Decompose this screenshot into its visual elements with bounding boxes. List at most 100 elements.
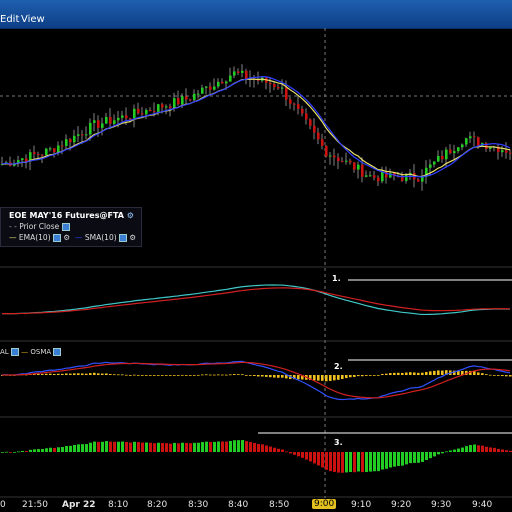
hist3-bar	[301, 452, 304, 458]
osma-bar	[61, 373, 64, 375]
osma-bar	[413, 372, 416, 375]
osma-bar	[429, 371, 432, 375]
checkbox-icon	[53, 348, 62, 356]
hist3-bar	[225, 441, 228, 452]
osma-bar	[145, 375, 148, 376]
panel-label-2: 2.	[334, 362, 343, 371]
x-tick: 9:20	[391, 500, 412, 510]
hist3-bar	[233, 440, 236, 452]
hist3-bar	[149, 442, 152, 452]
hist3-bar	[389, 452, 392, 468]
menu-bar: Edit View	[0, 0, 512, 29]
checkbox-icon	[61, 223, 70, 231]
hist3-bar	[361, 452, 364, 473]
x-tick-current: 9:00	[312, 499, 337, 509]
hist3-bar	[173, 442, 176, 452]
osma-bar	[357, 375, 360, 377]
candle	[169, 106, 172, 109]
candle	[501, 150, 504, 153]
candle	[53, 148, 56, 153]
osma-bar	[341, 375, 344, 380]
legend-sma[interactable]: — SMA(10) ⚙	[75, 233, 137, 242]
osma-bar	[441, 370, 444, 375]
hist3-bar	[137, 442, 140, 452]
hist3-bar	[189, 443, 192, 452]
candle	[297, 104, 300, 109]
candle	[197, 93, 200, 95]
osma-bar	[377, 374, 380, 376]
hist3-bar	[477, 445, 480, 452]
osma-bar	[133, 374, 136, 376]
osma-bar	[457, 370, 460, 375]
hist3-bar	[369, 452, 372, 472]
osma-bar	[117, 374, 120, 376]
candle	[97, 120, 100, 128]
osma-bar	[249, 375, 252, 376]
hist3-bar	[509, 450, 512, 452]
candle	[129, 118, 132, 120]
hist3-bar	[465, 446, 468, 452]
menu-view[interactable]: View	[21, 14, 45, 25]
candle	[273, 84, 276, 88]
candle	[361, 164, 364, 177]
osma-bar	[269, 375, 272, 378]
candle	[453, 151, 456, 154]
osma-bar	[213, 374, 216, 376]
osma-bar	[333, 375, 336, 381]
hist3-bar	[349, 452, 352, 472]
hist3-bar	[333, 452, 336, 472]
candle	[157, 104, 160, 112]
osma-bar	[465, 370, 468, 375]
hist3-bar	[221, 441, 224, 452]
hist3-bar	[205, 441, 208, 452]
candle	[117, 117, 120, 121]
macd-blue-line	[1, 360, 511, 401]
osma-bar	[181, 374, 184, 376]
candle	[149, 109, 152, 112]
osma-bar	[125, 374, 128, 376]
osma-bar	[137, 374, 140, 376]
price-legend[interactable]: EOE MAY'16 Futures@FTA ⚙ - - Prior Close…	[0, 207, 142, 247]
hist3-bar	[181, 442, 184, 452]
hist3-bar	[261, 444, 264, 452]
indicator-legend[interactable]: AL — OSMA	[0, 348, 62, 356]
legend-ema[interactable]: — EMA(10) ⚙	[9, 233, 71, 242]
hist3-bar	[25, 450, 28, 452]
osma-bar	[201, 374, 204, 376]
osma-bar	[157, 375, 160, 376]
candle	[473, 136, 476, 138]
osma-bar	[101, 373, 104, 375]
macd-red-line	[1, 361, 511, 399]
candle	[345, 160, 348, 162]
osma-bar	[225, 374, 228, 376]
hist3-bar	[377, 452, 380, 472]
candle	[485, 143, 488, 149]
osma-bar	[153, 375, 156, 376]
osma-bar	[421, 372, 424, 375]
osma-bar	[273, 375, 276, 378]
osma-bar	[221, 374, 224, 376]
hist3-bar	[281, 449, 284, 452]
candle	[29, 152, 32, 162]
candle	[417, 179, 420, 182]
osma-bar	[469, 370, 472, 375]
osma-bar	[405, 372, 408, 375]
hist3-bar	[317, 452, 320, 466]
osma-bar	[337, 375, 340, 380]
candle	[301, 108, 304, 114]
candle	[233, 71, 236, 76]
legend-prior-close[interactable]: - - Prior Close	[9, 222, 70, 231]
hist3-bar	[501, 449, 504, 452]
osma-bar	[489, 374, 492, 376]
sma-line	[1, 76, 511, 178]
candle	[357, 164, 360, 170]
hist3-bar	[97, 441, 100, 452]
price-chart[interactable]	[0, 28, 512, 498]
osma-bar	[293, 375, 296, 380]
osma-bar	[461, 370, 464, 375]
menu-edit[interactable]: Edit	[0, 14, 20, 25]
osma-bar	[321, 375, 324, 381]
hist3-bar	[241, 440, 244, 452]
candle	[433, 161, 436, 165]
osma-bar	[417, 372, 420, 375]
